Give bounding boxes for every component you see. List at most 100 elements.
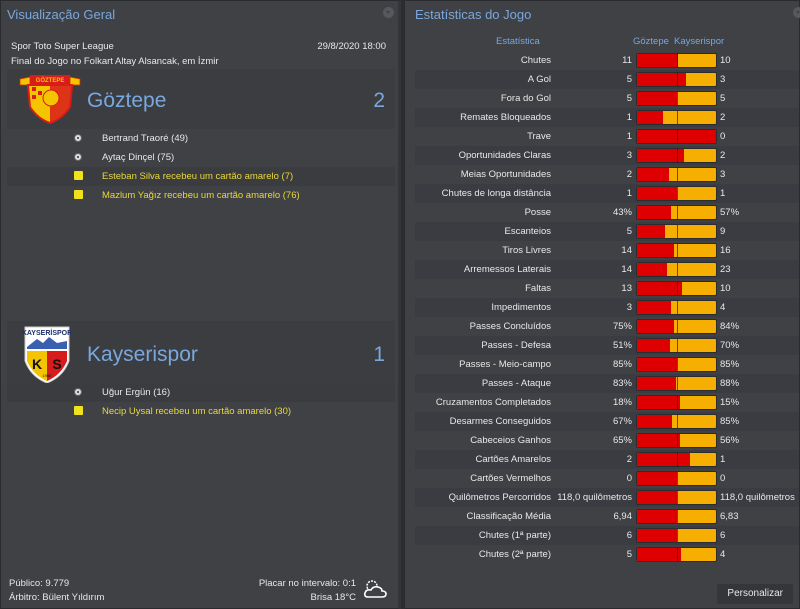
bar-midline	[677, 396, 678, 409]
away-value: 57%	[720, 207, 740, 218]
bar-midline	[677, 339, 678, 352]
away-value: 5	[720, 93, 726, 104]
ball-icon	[74, 388, 82, 396]
stat-label: Meias Oportunidades	[460, 169, 551, 180]
home-bar-segment	[637, 320, 675, 333]
home-value: 5	[626, 93, 632, 104]
home-bar-segment	[637, 301, 671, 314]
event-text: Bertrand Traoré (49)	[102, 133, 189, 144]
event-item: Mazlum Yağız recebeu um cartão amarelo (…	[7, 186, 395, 205]
home-bar-segment	[637, 434, 680, 447]
away-value: 6,83	[720, 511, 739, 522]
away-column-header[interactable]: Kayserispor	[674, 36, 725, 47]
event-item: Necip Uysal recebeu um cartão amarelo (3…	[7, 402, 395, 421]
panel-menu-icon[interactable]	[383, 7, 394, 18]
bar-midline	[677, 73, 678, 86]
bar-midline	[677, 244, 678, 257]
home-bar-segment	[637, 130, 716, 143]
away-value: 56%	[720, 435, 740, 446]
home-value: 1	[626, 131, 632, 142]
home-bar-segment	[637, 358, 677, 371]
stat-column-header[interactable]: Estatística	[496, 36, 540, 47]
stat-label: Faltas	[525, 283, 551, 294]
bar-midline	[677, 358, 678, 371]
comparison-bar	[636, 53, 717, 68]
customize-button[interactable]: Personalizar	[717, 584, 793, 604]
svg-text:GÖZTEPE: GÖZTEPE	[36, 77, 65, 84]
stat-row: Cartões Vermelhos 0 0	[415, 469, 799, 488]
home-column-header[interactable]: Göztepe	[633, 36, 669, 47]
comparison-bar	[636, 110, 717, 125]
comparison-bar	[636, 509, 717, 524]
stat-row: Fora do Gol 5 5	[415, 89, 799, 108]
home-value: 5	[626, 226, 632, 237]
comparison-bar	[636, 91, 717, 106]
event-text: Esteban Silva recebeu um cartão amarelo …	[102, 171, 294, 182]
away-value: 0	[720, 131, 726, 142]
home-bar-segment	[637, 396, 681, 409]
home-bar-segment	[637, 244, 675, 257]
stat-label: Chutes	[520, 55, 551, 66]
stat-row: Posse 43% 57%	[415, 203, 799, 222]
home-value: 13	[621, 283, 632, 294]
stat-label: Oportunidades Claras	[458, 150, 551, 161]
home-bar-segment	[637, 282, 683, 295]
home-value: 5	[626, 74, 632, 85]
home-value: 0	[626, 473, 632, 484]
away-value: 23	[720, 264, 731, 275]
stat-label: Trave	[527, 131, 551, 142]
bar-midline	[677, 225, 678, 238]
ball-icon	[74, 134, 82, 142]
home-bar-segment	[637, 529, 677, 542]
bar-midline	[677, 510, 678, 523]
stat-row: Remates Bloqueados 1 2	[415, 108, 799, 127]
home-value: 75%	[612, 321, 632, 332]
home-value: 83%	[612, 378, 632, 389]
stats-title: Estatísticas do Jogo	[415, 7, 532, 22]
home-value: 3	[626, 150, 632, 161]
event-text: Mazlum Yağız recebeu um cartão amarelo (…	[102, 190, 300, 201]
stat-row: Desarmes Conseguidos 67% 85%	[415, 412, 799, 431]
away-value: 88%	[720, 378, 740, 389]
event-text: Aytaç Dinçel (75)	[102, 152, 175, 163]
home-value: 85%	[612, 359, 632, 370]
comparison-bar	[636, 547, 717, 562]
away-value: 9	[720, 226, 726, 237]
stat-label: Cruzamentos Completados	[435, 397, 551, 408]
away-team-score: 1	[373, 343, 385, 366]
home-value: 43%	[612, 207, 632, 218]
match-datetime: 29/8/2020 18:00	[317, 41, 386, 52]
yellow-card-icon	[74, 171, 83, 180]
home-bar-segment	[637, 206, 671, 219]
home-value: 1	[626, 112, 632, 123]
home-bar-segment	[637, 263, 668, 276]
away-value: 0	[720, 473, 726, 484]
home-events-list: Bertrand Traoré (49) Aytaç Dinçel (75) E…	[7, 129, 395, 205]
home-value: 6	[626, 530, 632, 541]
away-value: 2	[720, 112, 726, 123]
home-bar-segment	[637, 187, 677, 200]
away-value: 2	[720, 150, 726, 161]
bar-midline	[677, 415, 678, 428]
competition-name: Spor Toto Super League	[11, 41, 114, 52]
home-value: 5	[626, 549, 632, 560]
stat-label: Passes - Defesa	[481, 340, 551, 351]
bar-midline	[677, 301, 678, 314]
goztepe-crest-icon[interactable]: GÖZTEPE	[18, 73, 82, 130]
away-team-header: KAYSERİSPOR K S 1966 Kayserispor 1	[7, 321, 395, 389]
ball-icon	[74, 153, 82, 161]
away-value: 1	[720, 454, 726, 465]
away-events-list: Uğur Ergün (16) Necip Uysal recebeu um c…	[7, 383, 395, 421]
kayserispor-crest-icon[interactable]: KAYSERİSPOR K S 1966	[22, 325, 72, 390]
panel-menu-icon[interactable]	[793, 7, 800, 18]
away-value: 10	[720, 55, 731, 66]
away-value: 85%	[720, 416, 740, 427]
away-team-name[interactable]: Kayserispor	[87, 343, 198, 366]
event-item: Aytaç Dinçel (75)	[7, 148, 395, 167]
bar-midline	[677, 529, 678, 542]
home-team-name[interactable]: Göztepe	[87, 89, 167, 112]
event-item: Esteban Silva recebeu um cartão amarelo …	[7, 167, 395, 186]
home-bar-segment	[637, 472, 677, 485]
stat-row: Escanteios 5 9	[415, 222, 799, 241]
stat-label: Passes - Ataque	[481, 378, 551, 389]
